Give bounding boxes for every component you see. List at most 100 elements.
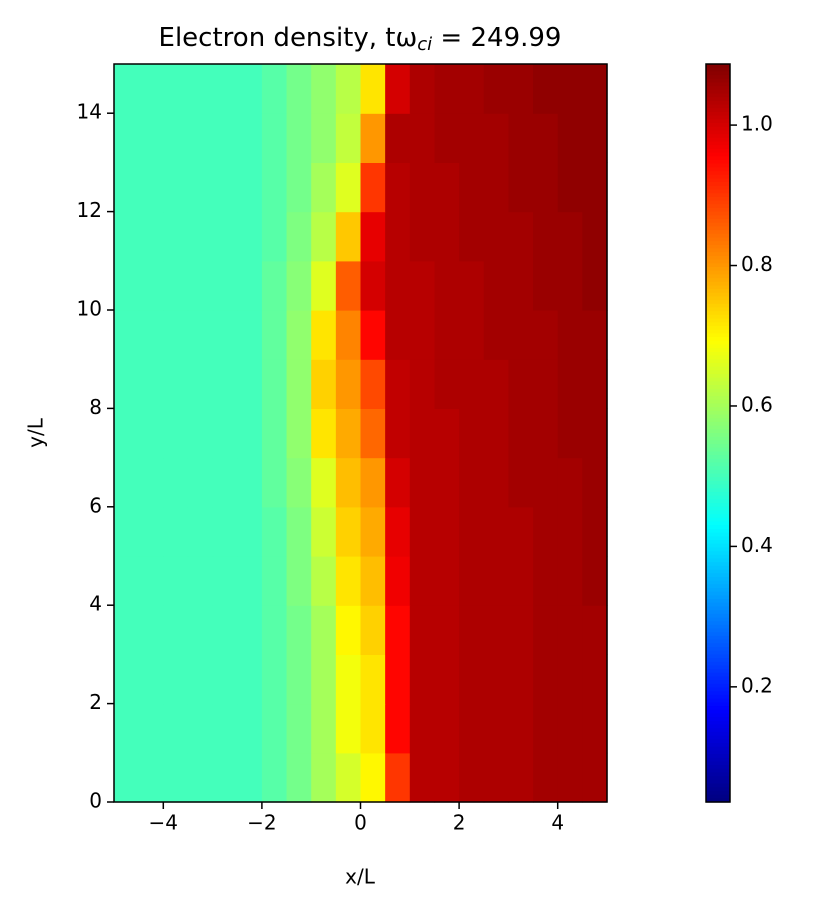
colorbar-slice xyxy=(706,794,730,799)
heatmap-cell xyxy=(237,556,263,606)
colorbar-slice xyxy=(706,348,730,353)
heatmap-cell xyxy=(459,310,485,360)
heatmap-cell xyxy=(114,703,140,754)
colorbar-slice xyxy=(706,410,730,416)
colorbar-slice xyxy=(706,252,730,257)
heatmap-cell xyxy=(557,162,583,213)
colorbar-slice xyxy=(706,285,730,290)
colorbar-slice xyxy=(706,67,730,72)
heatmap-cell xyxy=(311,703,337,754)
colorbar-slice xyxy=(706,204,730,209)
colorbar-slice xyxy=(706,241,730,246)
colorbar-slice xyxy=(706,543,730,548)
heatmap-cell xyxy=(286,556,312,606)
colorbar-slice xyxy=(706,325,730,331)
heatmap-cell xyxy=(335,64,362,114)
colorbar-slice xyxy=(706,407,730,412)
heatmap-cell xyxy=(483,654,509,705)
colorbar-slice xyxy=(706,123,730,128)
heatmap-cell xyxy=(459,556,485,606)
heatmap-cell xyxy=(434,654,460,705)
colorbar-slice xyxy=(706,587,730,593)
heatmap-cell xyxy=(409,605,436,655)
colorbar-slice xyxy=(706,278,730,283)
colorbar-tick-label: 0.6 xyxy=(741,392,773,416)
heatmap-cell xyxy=(385,752,411,803)
colorbar-slice xyxy=(706,569,730,574)
heatmap-cell xyxy=(557,211,583,262)
colorbar-slice xyxy=(706,687,730,692)
colorbar-slice xyxy=(706,130,730,135)
heatmap-cell xyxy=(261,605,288,655)
colorbar-slice xyxy=(706,137,730,143)
colorbar-slice xyxy=(706,676,730,681)
heatmap-cell xyxy=(557,654,583,705)
heatmap-cell xyxy=(508,703,534,754)
colorbar-slice xyxy=(706,702,730,707)
heatmap-cell xyxy=(261,752,288,803)
colorbar-slice xyxy=(706,779,730,785)
x-tick-label: 0 xyxy=(354,811,367,835)
heatmap-cell xyxy=(286,408,312,459)
heatmap-cell xyxy=(385,162,411,213)
heatmap-cell xyxy=(187,457,214,508)
colorbar-slice xyxy=(706,669,730,674)
heatmap-cell xyxy=(385,260,411,311)
heatmap-cell xyxy=(163,162,189,213)
x-tick-label: −4 xyxy=(149,811,178,835)
colorbar-slice xyxy=(706,351,730,357)
colorbar-slice xyxy=(706,599,730,604)
colorbar-slice xyxy=(706,717,730,722)
heatmap-cell xyxy=(335,752,362,803)
heatmap-cell xyxy=(459,752,485,803)
heatmap-cell xyxy=(508,260,534,311)
colorbar-slice xyxy=(706,462,730,467)
heatmap-cell xyxy=(286,113,312,163)
heatmap-cell xyxy=(187,605,214,655)
heatmap-cell xyxy=(163,310,189,360)
colorbar-slice xyxy=(706,650,730,655)
heatmap-cell xyxy=(261,359,288,409)
heatmap-cell xyxy=(138,556,164,606)
heatmap-cell xyxy=(237,260,263,311)
colorbar-slice xyxy=(706,591,730,596)
colorbar-slice xyxy=(706,119,730,124)
heatmap-cell xyxy=(459,408,485,459)
heatmap-cell xyxy=(385,506,411,557)
colorbar-slice xyxy=(706,359,730,364)
heatmap-cell xyxy=(311,64,337,114)
colorbar-slice xyxy=(706,757,730,763)
colorbar-slice xyxy=(706,93,730,98)
colorbar-slice xyxy=(706,654,730,659)
heatmap-cell xyxy=(434,408,460,459)
heatmap-cell xyxy=(237,359,263,409)
heatmap-cell xyxy=(335,260,362,311)
colorbar-slice xyxy=(706,761,730,766)
colorbar-slice xyxy=(706,281,730,286)
heatmap-cell xyxy=(187,359,214,409)
colorbar-slice xyxy=(706,473,730,478)
colorbar-slice xyxy=(706,104,730,109)
colorbar-slice xyxy=(706,728,730,733)
heatmap-cell xyxy=(261,162,288,213)
colorbar-slice xyxy=(706,196,730,202)
colorbar-slice xyxy=(706,739,730,744)
heatmap-cell xyxy=(459,506,485,557)
colorbar-slice xyxy=(706,469,730,475)
colorbar-slice xyxy=(706,108,730,113)
heatmap-cell xyxy=(557,359,583,409)
heatmap-cell xyxy=(533,310,559,360)
heatmap-cell xyxy=(360,703,386,754)
heatmap-cell xyxy=(261,506,288,557)
colorbar-slice xyxy=(706,514,730,519)
colorbar-slice xyxy=(706,790,730,796)
heatmap-cell xyxy=(138,457,164,508)
heatmap-cell xyxy=(114,457,140,508)
y-tick-label: 0 xyxy=(89,789,102,813)
heatmap-cell xyxy=(557,310,583,360)
heatmap-cell xyxy=(311,260,337,311)
heatmap-cell xyxy=(409,211,436,262)
heatmap-cell xyxy=(261,408,288,459)
y-tick-label: 10 xyxy=(77,297,102,321)
heatmap-cell xyxy=(582,605,608,655)
